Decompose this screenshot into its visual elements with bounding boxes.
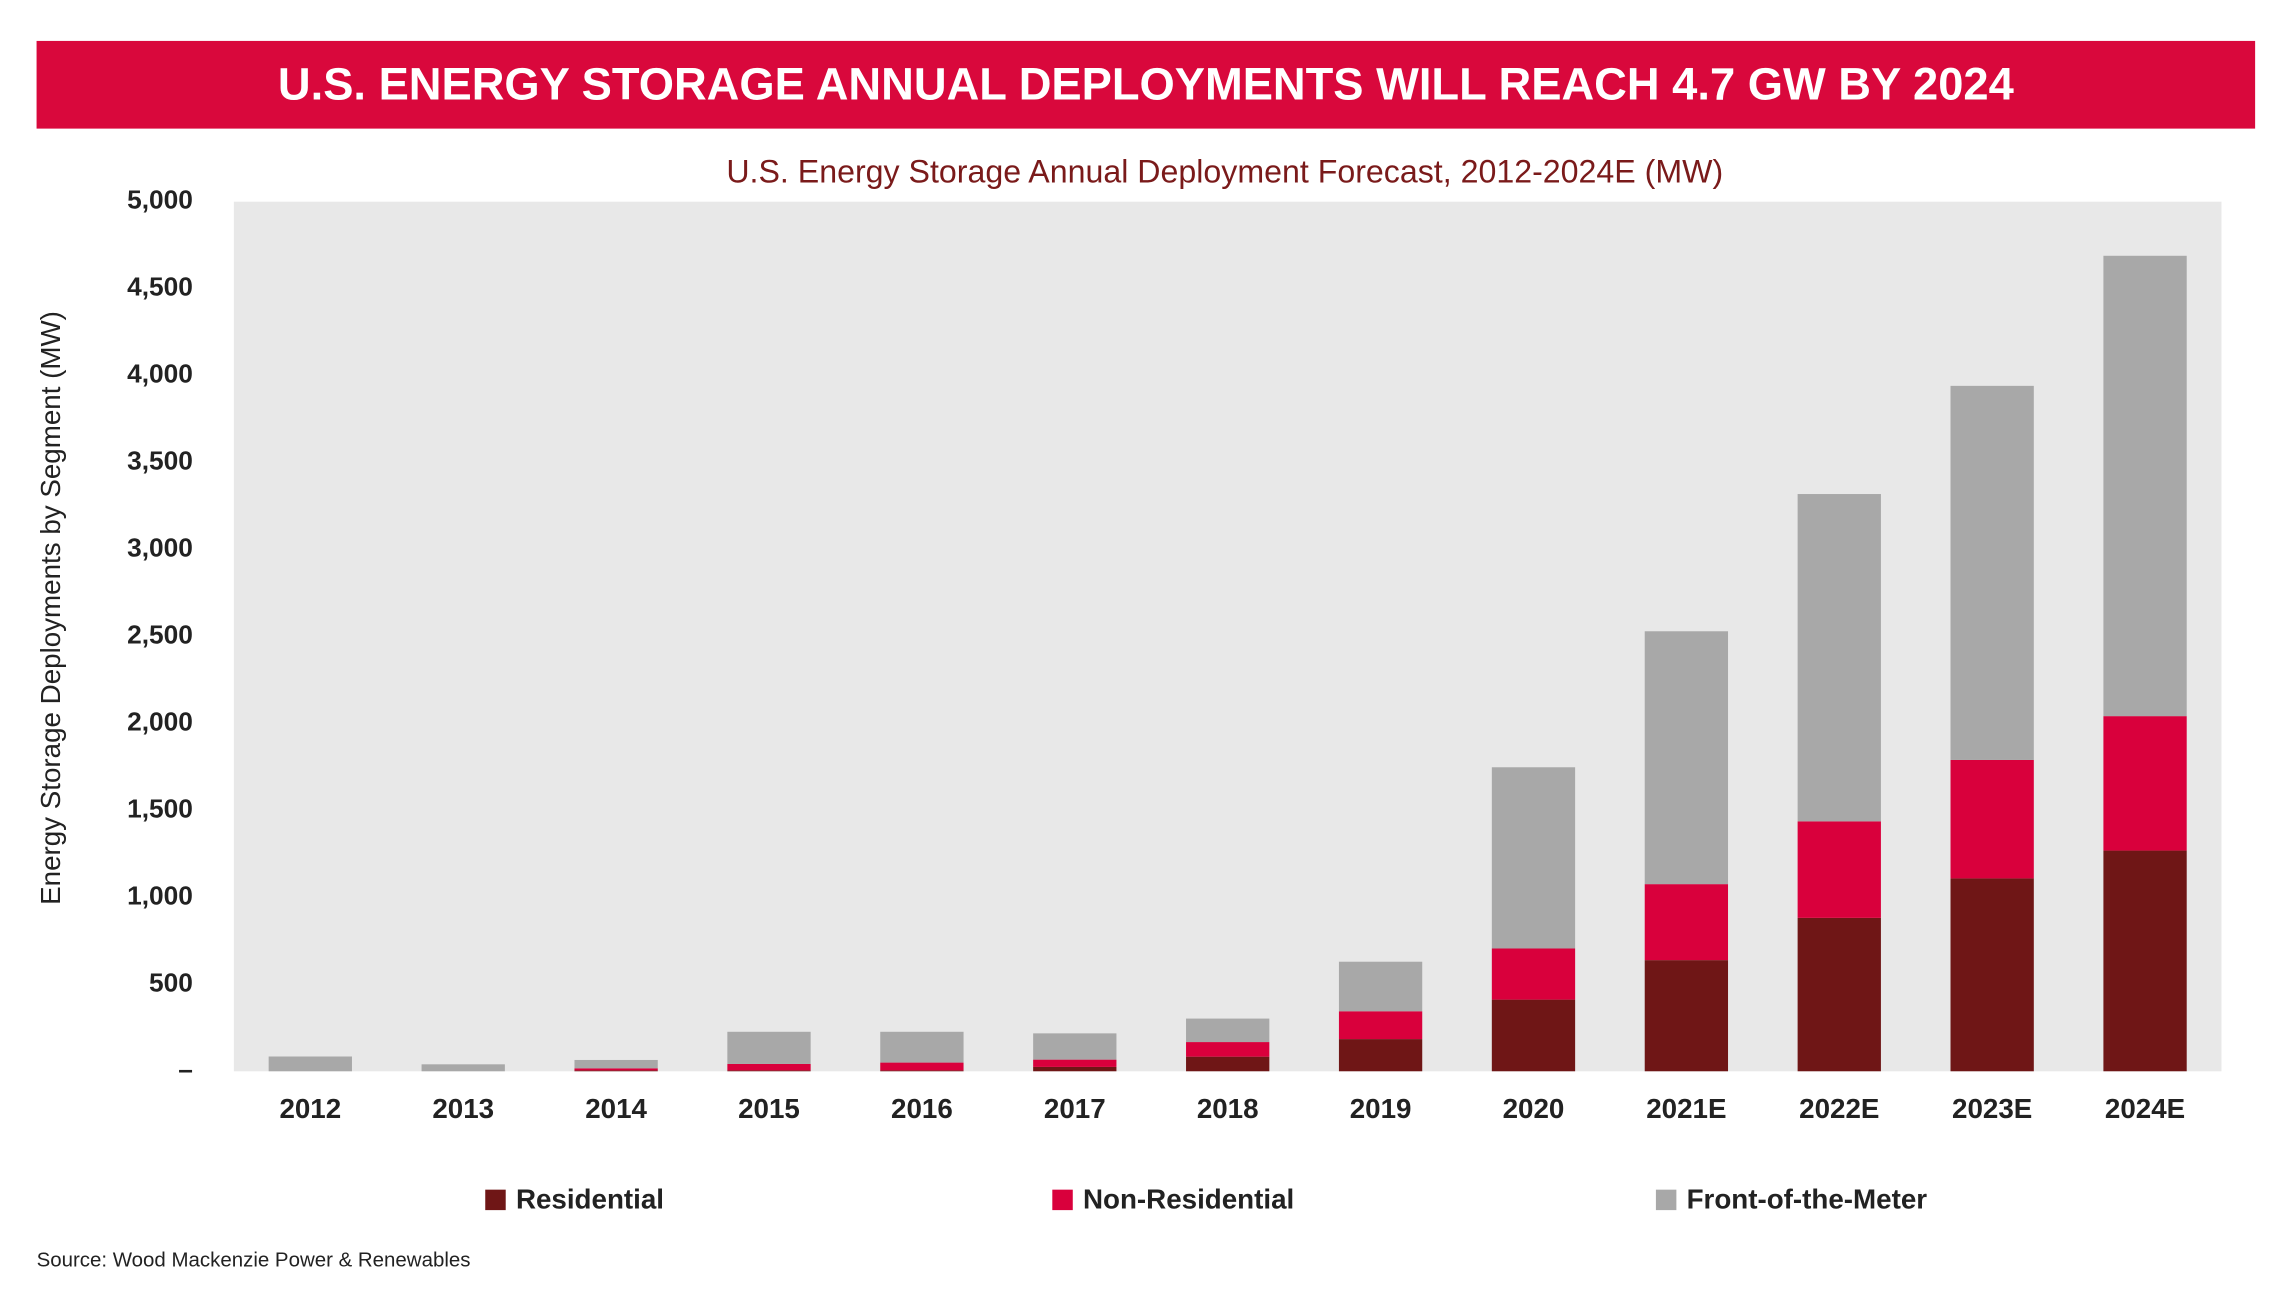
legend-label: Non-Residential <box>1083 1184 1294 1215</box>
x-tick-label: 2018 <box>1197 1093 1259 1124</box>
bar-segment <box>1950 385 2034 760</box>
bar-segment <box>1644 884 1729 961</box>
bar-segment <box>1491 767 1576 949</box>
banner <box>36 40 2256 129</box>
y-tick-label: 4,500 <box>127 272 193 302</box>
plot-background <box>233 201 2222 1072</box>
legend-label: Front-of-the-Meter <box>1687 1184 1928 1215</box>
y-tick-label: 5,000 <box>127 185 193 215</box>
y-tick-label: 500 <box>149 967 193 997</box>
x-tick-label: 2024E <box>2105 1093 2185 1124</box>
bar-segment <box>574 1059 658 1069</box>
bar-segment <box>1186 1042 1270 1057</box>
y-tick-label: 2,500 <box>127 619 193 649</box>
x-tick-label: 2015 <box>738 1093 800 1124</box>
x-tick-label: 2012 <box>279 1093 341 1124</box>
bar-segment <box>1797 494 1881 822</box>
bar-segment <box>1186 1056 1270 1072</box>
x-tick-label: 2013 <box>432 1093 494 1124</box>
y-tick-label: 1,500 <box>127 793 193 823</box>
bar-segment <box>727 1031 811 1064</box>
chart-title: U.S. Energy Storage Annual Deployment Fo… <box>726 153 1723 189</box>
bar-segment <box>574 1068 658 1071</box>
legend-swatch <box>1052 1189 1073 1211</box>
y-axis-title: Energy Storage Deployments by Segment (M… <box>35 311 66 905</box>
y-tick-label: 2,000 <box>127 706 193 736</box>
bar-segment <box>1338 961 1423 1012</box>
bar-segment <box>1644 960 1729 1072</box>
y-tick-label: 4,000 <box>127 359 193 389</box>
bar-segment <box>727 1070 811 1072</box>
bar-segment <box>880 1062 964 1071</box>
bar-segment <box>2103 716 2187 851</box>
bar-segment <box>1338 1039 1423 1072</box>
bar-segment <box>1797 917 1881 1072</box>
bar-segment <box>1797 821 1881 918</box>
bar-segment <box>1033 1066 1117 1072</box>
bar-segment <box>421 1064 505 1072</box>
x-tick-label: 2020 <box>1503 1093 1565 1124</box>
x-tick-label: 2014 <box>585 1093 647 1124</box>
bar-segment <box>1491 948 1576 1000</box>
legend-swatch <box>485 1189 506 1211</box>
x-tick-label: 2022E <box>1799 1093 1879 1124</box>
bar-segment <box>574 1070 658 1072</box>
y-tick-label: 1,000 <box>127 880 193 910</box>
x-tick-label: 2023E <box>1952 1093 2032 1124</box>
bar-segment <box>1491 999 1576 1072</box>
bar-segment <box>1338 1011 1423 1040</box>
bar-segment <box>880 1070 964 1072</box>
bar-segment <box>1186 1018 1270 1043</box>
banner-title: U.S. ENERGY STORAGE ANNUAL DEPLOYMENTS W… <box>278 59 2014 110</box>
bar-segment <box>2103 255 2187 717</box>
x-tick-label: 2016 <box>891 1093 953 1124</box>
y-tick-label: 3,000 <box>127 532 193 562</box>
source: Source: Wood Mackenzie Power & Renewable… <box>37 1249 471 1272</box>
y-tick-label: 3,500 <box>127 446 193 476</box>
bar-segment <box>2103 850 2187 1072</box>
bar-segment <box>880 1031 964 1063</box>
bar-segment <box>1033 1033 1117 1060</box>
bar-segment <box>1033 1059 1117 1067</box>
y-tick-label: – <box>178 1054 193 1084</box>
bar-segment <box>1644 631 1729 885</box>
x-tick-label: 2021E <box>1646 1093 1726 1124</box>
bar-segment <box>1950 759 2034 879</box>
bar-segment <box>727 1063 811 1071</box>
x-tick-label: 2017 <box>1044 1093 1106 1124</box>
legend-swatch <box>1655 1189 1677 1211</box>
legend-label: Residential <box>516 1184 664 1215</box>
bar-segment <box>268 1056 352 1072</box>
bar-segment <box>1950 878 2034 1072</box>
x-tick-label: 2019 <box>1350 1093 1412 1124</box>
